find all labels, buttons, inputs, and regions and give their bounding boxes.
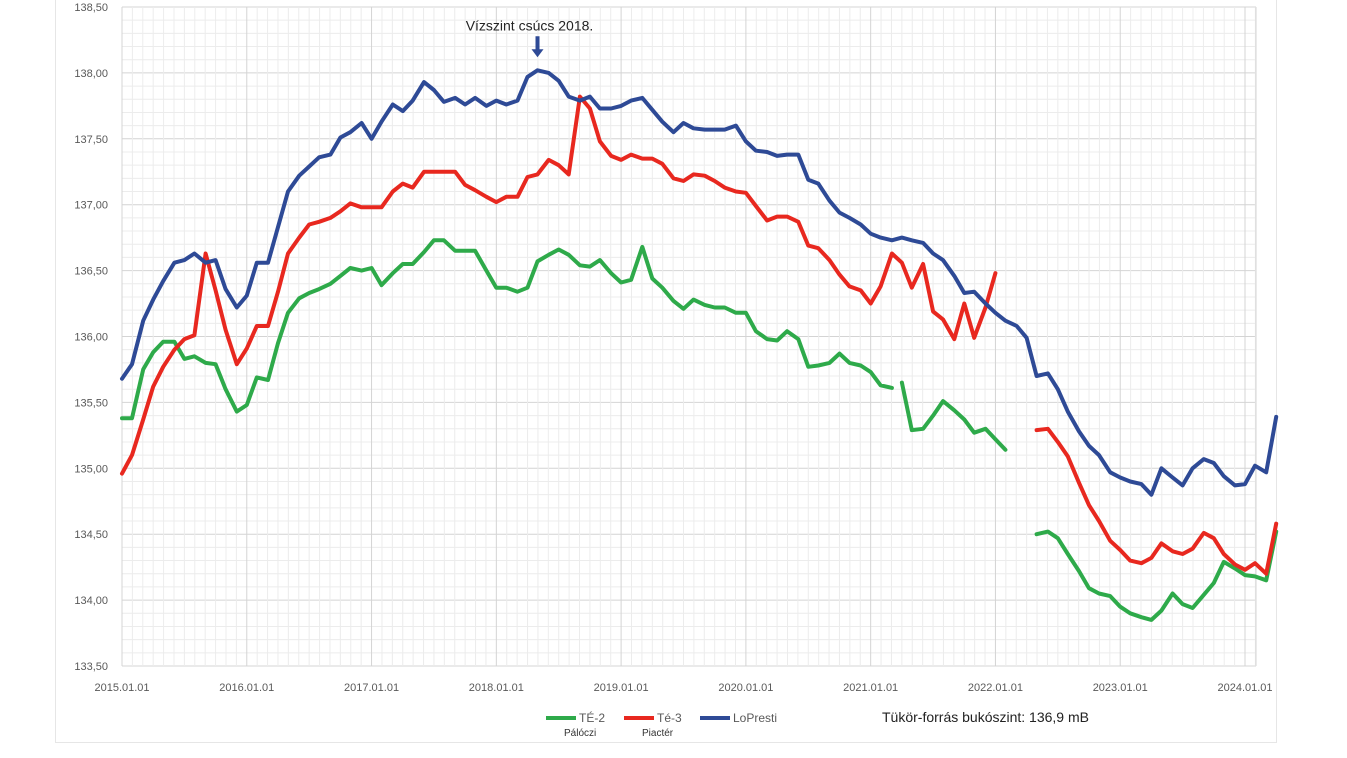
x-tick-label: 2018.01.01 [469, 682, 524, 694]
y-tick-label: 138,00 [74, 68, 108, 80]
y-tick-label: 138,50 [74, 2, 108, 14]
chart-legend: TÉ-2 Pálóczi Té-3 Piactér LoPresti [546, 710, 777, 739]
series-line-0 [120, 238, 1279, 622]
x-tick-label: 2023.01.01 [1093, 682, 1148, 694]
legend-label: TÉ-2 [579, 710, 605, 725]
peak-annotation-label: Vízszint csúcs 2018. [466, 17, 594, 33]
down-arrow-icon [531, 36, 544, 58]
x-axis-ticks: 2015.01.01 2016.01.01 2017.01.01 2018.01.01… [94, 682, 1272, 694]
peak-annotation: Vízszint csúcs 2018. [466, 17, 594, 58]
legend-sublabel: Piactér [642, 728, 674, 739]
y-tick-label: 135,00 [74, 463, 108, 475]
series-line-2 [120, 68, 1279, 497]
y-tick-label: 134,00 [74, 595, 108, 607]
x-tick-label: 2021.01.01 [843, 682, 898, 694]
x-tick-label: 2020.01.01 [718, 682, 773, 694]
series-line-1 [120, 94, 1279, 576]
threshold-note: Tükör-forrás bukószint: 136,9 mB [882, 709, 1089, 725]
y-tick-label: 133,50 [74, 661, 108, 673]
y-tick-label: 136,50 [74, 266, 108, 278]
y-tick-label: 134,50 [74, 529, 108, 541]
y-tick-label: 137,00 [74, 200, 108, 212]
x-tick-label: 2024.01.01 [1217, 682, 1272, 694]
x-tick-label: 2017.01.01 [344, 682, 399, 694]
legend-label: Té-3 [657, 711, 682, 725]
y-tick-label: 137,50 [74, 134, 108, 146]
x-tick-label: 2022.01.01 [968, 682, 1023, 694]
legend-label: LoPresti [733, 711, 777, 725]
y-tick-label: 136,00 [74, 332, 108, 344]
x-tick-label: 2015.01.01 [94, 682, 149, 694]
legend-sublabel: Pálóczi [564, 728, 596, 739]
chart-grid [121, 6, 1257, 667]
y-tick-label: 135,50 [74, 397, 108, 409]
series-lines [120, 68, 1279, 622]
x-tick-label: 2019.01.01 [594, 682, 649, 694]
x-tick-label: 2016.01.01 [219, 682, 274, 694]
y-axis-ticks: 133,50 134,00 134,50 135,00 135,50 136,00 136,… [74, 2, 108, 673]
